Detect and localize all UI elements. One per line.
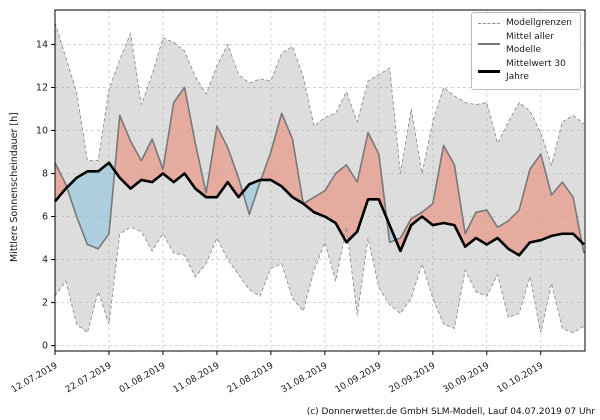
y-tick-label: 8	[42, 169, 48, 180]
y-tick-label: 0	[42, 341, 48, 352]
x-tick-label: 01.08.2019	[118, 361, 168, 396]
upper-model-bound-line	[54, 22, 585, 174]
y-tick-label: 4	[42, 255, 48, 266]
x-tick-label: 10.09.2019	[334, 361, 384, 396]
legend-item-model-mean: Mittel aller Modelle	[478, 31, 574, 58]
y-tick-label: 6	[42, 212, 48, 223]
dashed-line-icon	[478, 23, 500, 25]
x-tick-label: 20.09.2019	[388, 361, 438, 396]
y-tick-label: 12	[36, 82, 48, 93]
model-mean-line	[54, 86, 585, 254]
x-tick-label: 30.09.2019	[442, 361, 492, 396]
x-tick-label: 11.08.2019	[172, 361, 222, 396]
x-tick-label: 10.10.2019	[496, 361, 546, 396]
y-axis-title: Mittlere Sonnenscheindauer [h]	[9, 112, 20, 262]
x-tick-label: 21.08.2019	[226, 361, 276, 396]
x-tick-label: 22.07.2019	[64, 361, 114, 396]
lower-model-bound-line	[54, 226, 585, 334]
axes-ticks	[51, 43, 542, 355]
gray-line-icon	[478, 43, 500, 45]
copyright-footer: (c) Donnerwetter.de GmbH SLM-Modell, Lau…	[306, 407, 595, 417]
grid	[54, 10, 585, 351]
legend-label: Mittel aller Modelle	[506, 31, 554, 56]
x-tick-label: 12.07.2019	[10, 361, 60, 396]
legend-label: Modellgrenzen	[506, 18, 572, 28]
x-tick-label: 31.08.2019	[280, 361, 330, 396]
plot-frame	[54, 9, 586, 352]
climate-mean-line	[54, 161, 585, 257]
legend: Modellgrenzen Mittel aller Modelle Mitte…	[471, 12, 581, 90]
legend-item-climate-mean: Mittelwert 30 Jahre	[478, 58, 574, 85]
y-tick-label: 14	[36, 39, 48, 50]
y-tick-label: 2	[42, 298, 48, 309]
black-line-icon	[478, 69, 500, 73]
legend-label: Mittelwert 30 Jahre	[506, 58, 566, 83]
y-tick-label: 10	[36, 125, 48, 136]
legend-item-model-range: Modellgrenzen	[478, 17, 574, 31]
